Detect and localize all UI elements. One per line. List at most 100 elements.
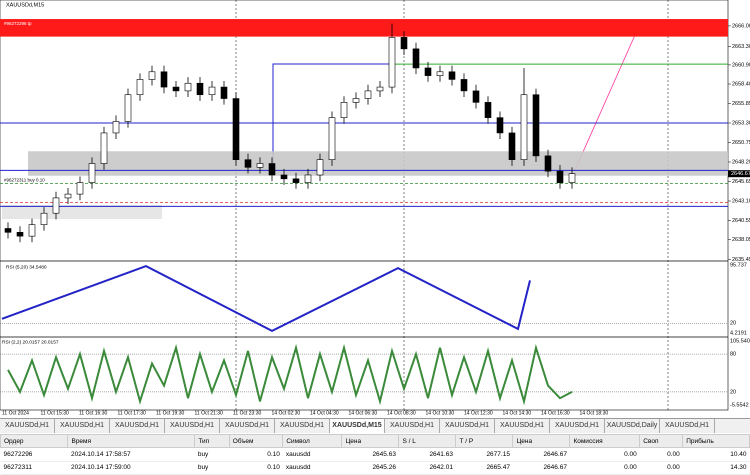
candle-body — [340, 102, 348, 118]
x-tick-label: 14 Oct 04:30 — [310, 410, 339, 416]
column-header[interactable]: Время — [67, 434, 196, 448]
x-tick-label: 14 Oct 12:30 — [464, 410, 493, 416]
chart-tab[interactable]: XAUUSDd,H1 — [495, 419, 550, 433]
rsi1-title: RSI (5,20) 34.5480 — [6, 264, 47, 270]
x-tick-label: 11 Oct 16:30 — [79, 410, 107, 416]
chart-tab[interactable]: XAUUSDd,H1 — [550, 419, 605, 433]
chart-tab[interactable]: XAUUSDd,H1 — [385, 419, 440, 433]
column-header[interactable]: Ордер — [0, 434, 69, 448]
y-tick-label: 80 — [730, 352, 736, 358]
column-header[interactable]: Прибыль — [682, 434, 750, 448]
y-tick-label: 20 — [730, 321, 736, 327]
column-header[interactable]: Тип — [194, 434, 230, 448]
chart-tab[interactable]: XAUUSDd,H1 — [0, 419, 55, 433]
x-tick-label: 14 Oct 06:30 — [349, 410, 378, 416]
chart-tab[interactable]: XAUUSDd,H1 — [275, 419, 330, 433]
cell: 2665.47 — [455, 461, 513, 475]
candle-body — [304, 174, 312, 183]
candle-body — [244, 159, 252, 168]
zone — [0, 19, 728, 37]
candle-body — [112, 121, 120, 134]
candle-body — [196, 82, 204, 96]
candle-body — [208, 86, 216, 96]
column-header[interactable]: Комиссия — [569, 434, 641, 448]
candle-body — [484, 102, 492, 118]
column-header[interactable]: S / L — [398, 434, 457, 448]
y-tick-label: -5.5542 — [730, 402, 749, 408]
zone-label: #96272296 tp — [4, 21, 32, 26]
candle-body — [436, 71, 444, 76]
chart-tab[interactable]: XAUUSDd,H1 — [110, 419, 165, 433]
candle-body — [400, 37, 408, 50]
x-tick-label: 11 Oct 17:30 — [118, 410, 146, 416]
cell: 2024.10.14 17:59:00 — [67, 461, 195, 475]
order-row[interactable]: 96272296 2024.10.14 17:58:57 buy 0.10 xauusd… — [0, 447, 750, 462]
column-header[interactable]: Т / Р — [455, 434, 514, 448]
candle-body — [184, 82, 192, 92]
cell: 96272311 — [0, 461, 68, 475]
candle-body — [544, 155, 552, 172]
candle-body — [496, 117, 504, 134]
y-tick-label: 4.2191 — [730, 330, 747, 336]
column-header[interactable]: Символ — [282, 434, 343, 448]
y-tick-label: 2653.30 — [732, 120, 750, 126]
candle-body — [232, 98, 240, 161]
y-tick-label: 2648.20 — [732, 159, 750, 165]
chart-tab[interactable]: XAUUSDd,H1 — [220, 419, 275, 433]
cell: 2677.15 — [455, 447, 513, 462]
chart-tab[interactable]: XAUUSDd,H1 — [440, 419, 495, 433]
candle-body — [376, 86, 384, 92]
cell: 0.00 — [569, 461, 640, 475]
column-header[interactable]: Цена — [512, 434, 571, 448]
candle-body — [40, 212, 48, 225]
tab-bar: XAUUSDd,H1 XAUUSDd,H1 XAUUSDd,H1 XAUUSDd,H1… — [0, 418, 750, 433]
cell: 2641.63 — [398, 447, 456, 462]
candle-body — [424, 67, 432, 76]
y-tick-label: 2655.85 — [732, 101, 750, 107]
cell: 0.00 — [639, 461, 683, 475]
column-header[interactable]: Цена — [341, 434, 400, 448]
y-tick-label: 2650.75 — [732, 140, 750, 146]
cell: 2646.67 — [512, 447, 570, 462]
y-tick-label: 2658.40 — [732, 81, 750, 87]
x-tick-label: 11 Oct 15:30 — [41, 410, 69, 416]
column-header[interactable]: Объем — [228, 434, 284, 448]
cell: 2642.01 — [398, 461, 456, 475]
column-header[interactable]: Своп — [639, 434, 684, 448]
chart-tab[interactable]: XAUUSDd,Daily — [605, 419, 660, 433]
candle-body — [352, 98, 360, 103]
chart-title: XAUUSDd,M15 — [6, 2, 44, 8]
cell: 2645.63 — [341, 447, 399, 462]
candle-body — [280, 174, 288, 180]
cell: 0.10 — [229, 447, 283, 462]
chart-tab[interactable]: XAUUSDd,H1 — [165, 419, 220, 433]
candle-body — [16, 232, 24, 237]
cell: xauusdd — [282, 461, 342, 475]
x-tick-label: 11 Oct 19:30 — [156, 410, 184, 416]
terminal-chart: XAUUSDd,M15 RSI (5,20) 34.5480 RSI (2,2)… — [0, 0, 750, 416]
x-tick-label: 11 Oct 2024 — [2, 410, 29, 416]
candle-body — [172, 86, 180, 92]
candle-body — [520, 94, 528, 161]
y-tick-label: 2660.90 — [732, 62, 750, 68]
box-outline — [272, 63, 392, 170]
chart-tab[interactable]: XAUUSDd,M15 — [330, 419, 385, 433]
candle-body — [364, 90, 372, 99]
x-tick-label: 11 Oct 21:30 — [195, 410, 223, 416]
candle-body — [124, 94, 132, 122]
cell: 0.00 — [639, 447, 683, 462]
candle-body — [448, 71, 456, 80]
y-tick-label: 105.5404 — [730, 338, 750, 344]
chart-tab[interactable]: XAUUSDd,H1 — [660, 419, 715, 433]
candle-body — [256, 163, 264, 168]
y-tick-label: 2635.45 — [732, 257, 750, 263]
order-row[interactable]: 96272311 2024.10.14 17:59:00 buy 0.10 xauusd… — [0, 461, 750, 475]
chart-tab[interactable]: XAUUSDd,H1 — [55, 419, 110, 433]
candle-body — [160, 71, 168, 88]
candle-body — [556, 170, 564, 183]
cell: 2646.67 — [512, 461, 570, 475]
price-tag-bg — [728, 170, 750, 178]
cell: 0.10 — [229, 461, 283, 475]
